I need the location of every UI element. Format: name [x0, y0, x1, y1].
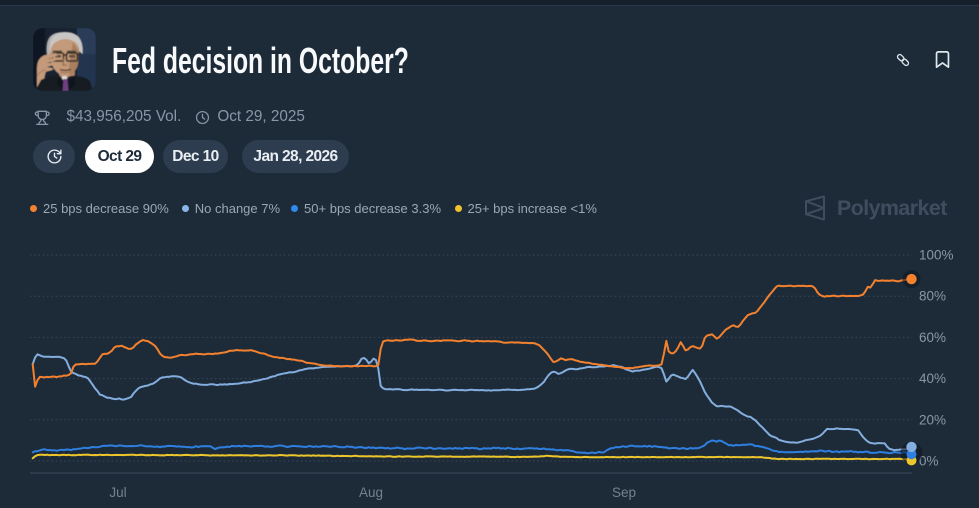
svg-text:Sep: Sep: [612, 485, 636, 500]
svg-text:40%: 40%: [919, 371, 946, 386]
svg-text:Jul: Jul: [109, 485, 126, 500]
svg-text:20%: 20%: [919, 412, 946, 427]
svg-text:60%: 60%: [919, 330, 946, 345]
svg-text:80%: 80%: [919, 289, 946, 304]
svg-text:100%: 100%: [919, 248, 954, 263]
svg-text:Aug: Aug: [359, 485, 383, 500]
svg-text:0%: 0%: [919, 454, 939, 469]
